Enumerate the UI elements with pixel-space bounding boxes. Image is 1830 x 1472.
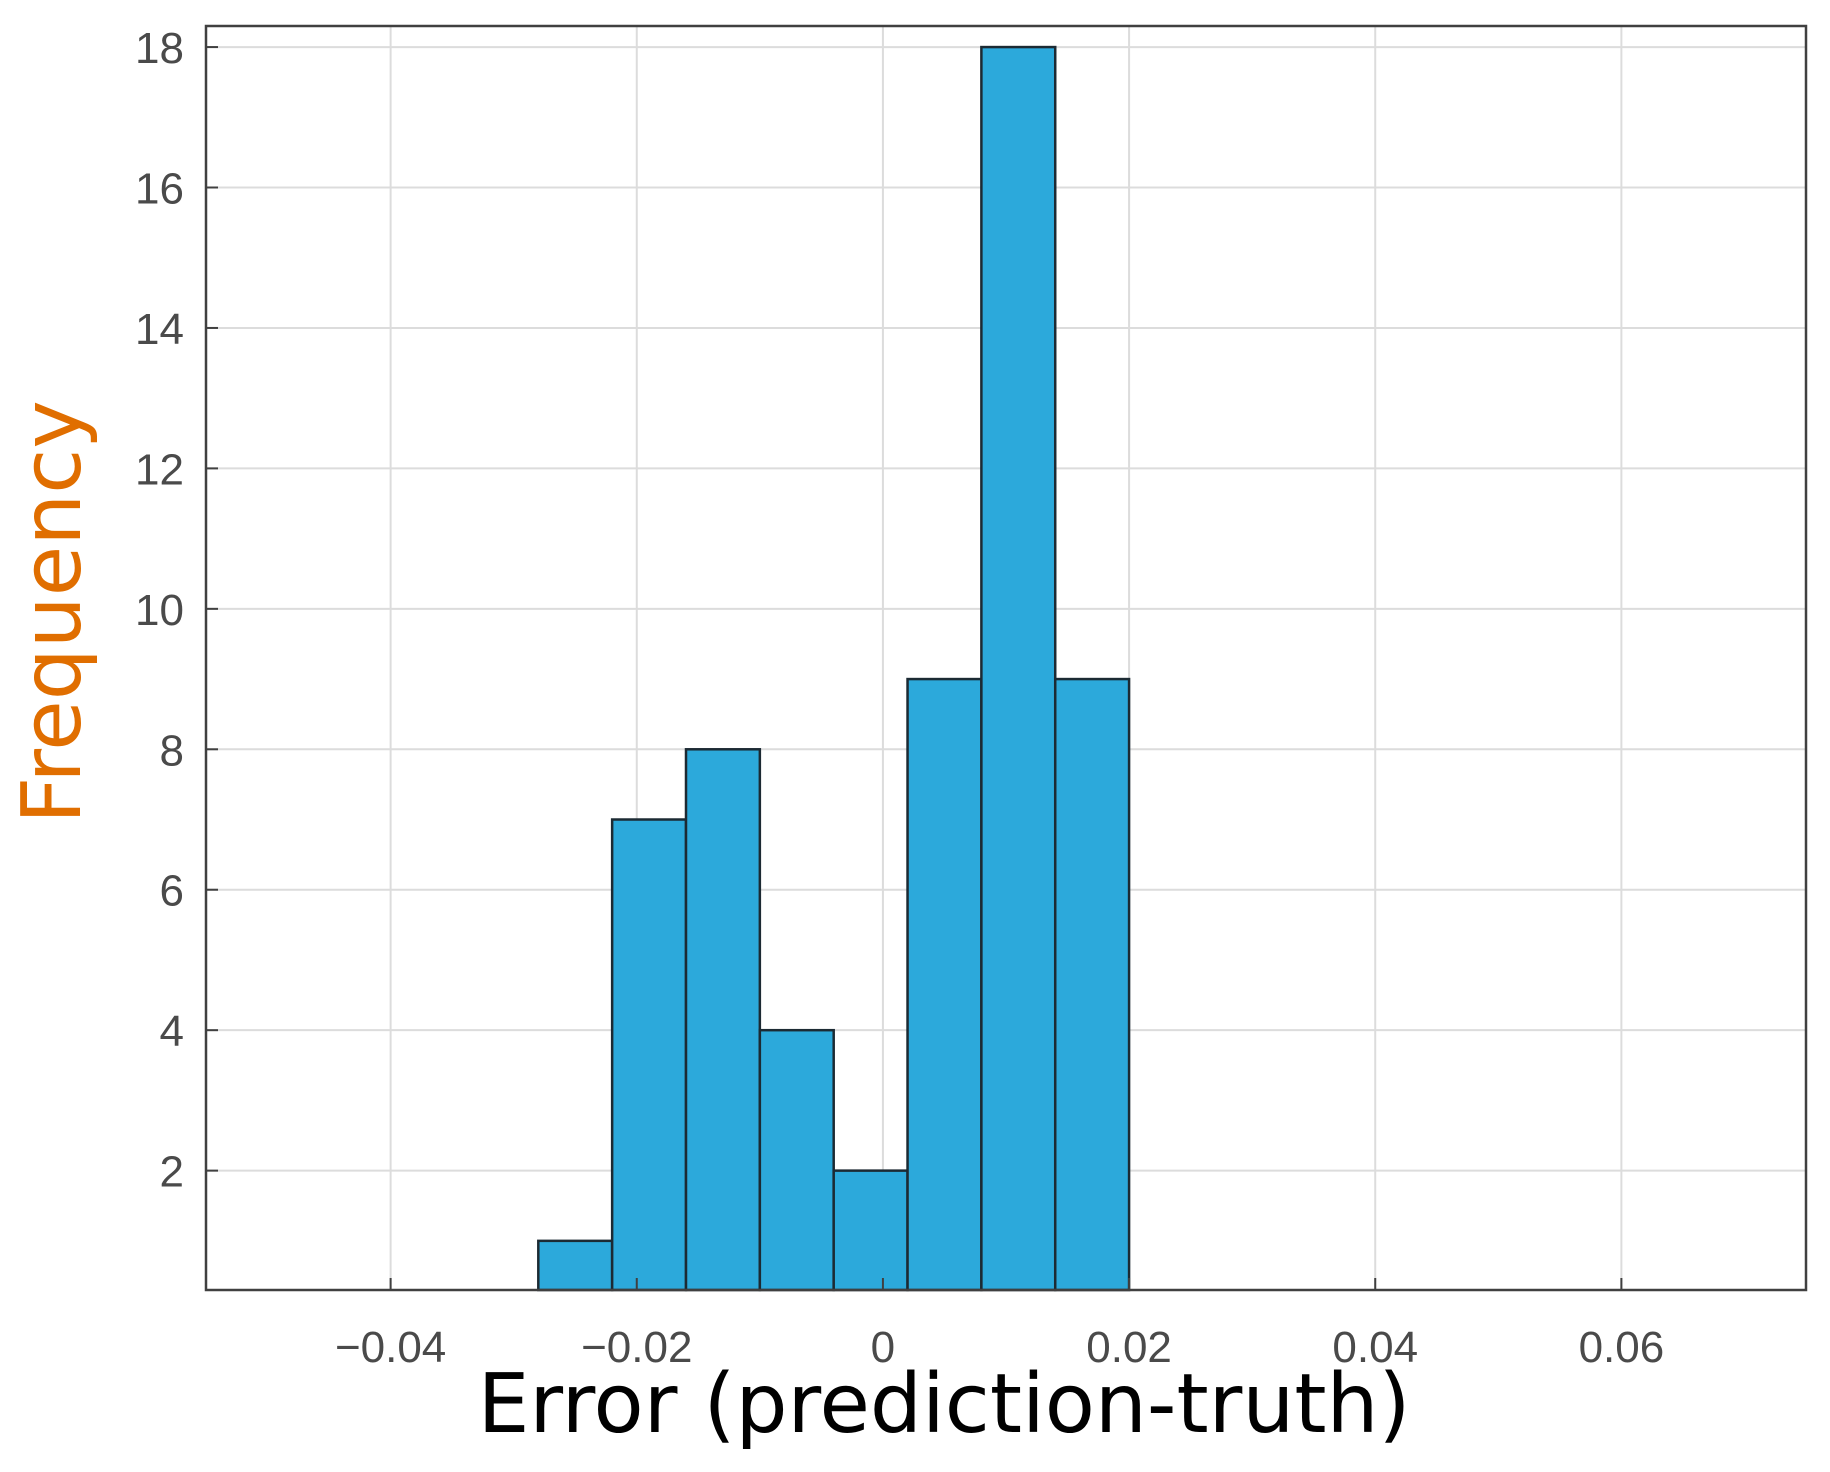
x-tick-labels: −0.04 −0.02 0 0.02 0.04 0.06 bbox=[335, 1278, 1664, 1372]
y-tick-label: 4 bbox=[160, 1007, 184, 1056]
histogram-bar-3 bbox=[758, 1028, 835, 1292]
histogram-bar-2 bbox=[684, 748, 762, 1292]
y-tick-labels: 2 4 6 8 10 12 14 16 18 bbox=[135, 24, 218, 1197]
x-tick-label: −0.02 bbox=[581, 1323, 692, 1372]
x-tick-label: 0.04 bbox=[1332, 1323, 1418, 1372]
histogram-bar-4 bbox=[832, 1169, 909, 1292]
y-tick-label: 18 bbox=[135, 24, 184, 73]
histogram-bar-6 bbox=[980, 45, 1057, 1292]
x-tick-label: 0.02 bbox=[1086, 1323, 1172, 1372]
histogram-bar-0 bbox=[537, 1239, 614, 1292]
y-tick-label: 10 bbox=[135, 586, 184, 635]
x-tick-label: 0.06 bbox=[1579, 1323, 1665, 1372]
histogram-bar-7 bbox=[1053, 677, 1131, 1292]
y-tick-label: 2 bbox=[160, 1148, 184, 1197]
x-tick-label: 0 bbox=[871, 1323, 895, 1372]
y-axis-title: Frequency bbox=[5, 400, 100, 824]
histogram-bar-1 bbox=[610, 818, 688, 1292]
histogram-bars bbox=[537, 45, 1131, 1292]
y-tick-label: 8 bbox=[160, 726, 184, 775]
axes-frame bbox=[204, 24, 1808, 1292]
x-axis-title: Error (prediction-truth) bbox=[478, 1357, 1411, 1452]
y-tick-label: 12 bbox=[135, 445, 184, 494]
y-tick-label: 6 bbox=[160, 867, 184, 916]
histogram-bar-5 bbox=[906, 677, 983, 1292]
y-tick-label: 14 bbox=[135, 305, 184, 354]
y-tick-label: 16 bbox=[135, 165, 184, 214]
x-tick-label: −0.04 bbox=[335, 1323, 446, 1372]
